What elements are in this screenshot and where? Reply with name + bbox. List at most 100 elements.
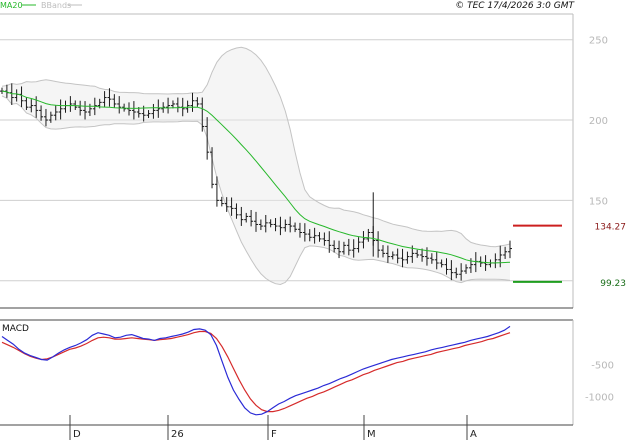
ohlc-bar bbox=[405, 251, 410, 264]
ohlc-bar bbox=[273, 218, 278, 232]
ohlc-bar bbox=[283, 219, 288, 232]
ohlc-bar bbox=[508, 240, 512, 259]
ohlc-bar bbox=[444, 258, 449, 275]
ohlc-bar bbox=[249, 210, 254, 227]
ohlc-bar bbox=[361, 231, 366, 249]
ohlc-bar bbox=[39, 105, 44, 121]
ohlc-bar bbox=[107, 88, 112, 107]
price-levels: 134.27 99.23 bbox=[513, 223, 626, 289]
ohlc-bar bbox=[83, 101, 88, 120]
ohlc-bar bbox=[322, 232, 327, 246]
ohlc-bar bbox=[439, 259, 444, 268]
ohlc-bar bbox=[390, 251, 395, 260]
ohlc-bar bbox=[288, 216, 293, 233]
ohlc-bar bbox=[346, 238, 351, 256]
ohlc-bar bbox=[127, 102, 131, 116]
x-tick-label: M bbox=[367, 429, 376, 440]
ohlc-bar bbox=[464, 264, 469, 274]
ohlc-bar bbox=[244, 212, 249, 223]
ohlc-bar bbox=[102, 91, 107, 108]
ohlc-bar bbox=[200, 97, 205, 132]
ohlc-bar bbox=[449, 260, 454, 281]
signal-line bbox=[1, 330, 511, 413]
ohlc-bar bbox=[503, 246, 508, 259]
ohlc-bar bbox=[58, 99, 63, 120]
ohlc-bar bbox=[381, 245, 385, 258]
ohlc-bar bbox=[48, 111, 53, 123]
ohlc-bar bbox=[239, 206, 244, 226]
price-ohlc-bars bbox=[0, 83, 512, 281]
legend: MA20 BBands bbox=[0, 1, 82, 10]
ohlc-bar bbox=[78, 100, 83, 116]
x-tick-label: F bbox=[271, 429, 277, 440]
ohlc-bar bbox=[136, 107, 141, 118]
ohlc-bar bbox=[205, 117, 210, 160]
ohlc-bar bbox=[420, 248, 425, 262]
ohlc-bar bbox=[190, 92, 195, 112]
price-tick-label: 250 bbox=[589, 36, 608, 47]
macd-line bbox=[1, 325, 511, 416]
x-tick-label: D bbox=[73, 429, 81, 440]
ohlc-bar bbox=[268, 219, 273, 228]
ohlc-bar bbox=[185, 100, 190, 113]
x-tick-label: A bbox=[470, 429, 477, 440]
price-tick-label: 200 bbox=[589, 116, 608, 127]
ohlc-bar bbox=[170, 100, 175, 109]
ohlc-bar bbox=[224, 197, 229, 212]
ohlc-bar bbox=[327, 231, 332, 253]
bollinger-lower-line bbox=[1, 95, 511, 286]
ohlc-bar bbox=[385, 245, 390, 263]
ohlc-bar bbox=[317, 232, 322, 242]
ohlc-bar bbox=[332, 240, 337, 253]
ohlc-bar bbox=[151, 103, 156, 119]
ohlc-bar bbox=[195, 97, 200, 107]
ohlc-bar bbox=[254, 211, 258, 232]
ohlc-bar bbox=[454, 267, 459, 279]
macd-tick-label: -500 bbox=[591, 361, 614, 372]
support-label: 99.23 bbox=[600, 279, 626, 289]
bollinger-band-fill bbox=[2, 47, 510, 285]
ohlc-bar bbox=[312, 227, 317, 244]
ohlc-bar bbox=[166, 97, 171, 114]
price-tick-label: 150 bbox=[589, 196, 608, 207]
ohlc-bar bbox=[258, 219, 263, 231]
macd-panel-label: MACD bbox=[2, 324, 29, 334]
macd-y-axis: -500 -1000 bbox=[585, 361, 614, 404]
ohlc-bar bbox=[293, 222, 298, 233]
ohlc-bar bbox=[131, 101, 136, 120]
copyright-text: © TEC 17/4/2026 3:0 GMT bbox=[455, 1, 575, 11]
ohlc-bar bbox=[483, 255, 488, 271]
ohlc-bar bbox=[112, 94, 117, 108]
ohlc-bar bbox=[24, 97, 29, 111]
ohlc-bar bbox=[351, 239, 356, 258]
ohlc-bar bbox=[29, 99, 34, 113]
ohlc-bar bbox=[263, 214, 268, 233]
ohlc-bar bbox=[297, 222, 302, 238]
ma20-line bbox=[1, 90, 511, 264]
ohlc-bar bbox=[395, 248, 400, 264]
ohlc-bar bbox=[146, 110, 151, 119]
ohlc-bar bbox=[415, 249, 420, 258]
ohlc-bar bbox=[302, 223, 307, 242]
macd-tick-label: -1000 bbox=[585, 392, 614, 403]
ohlc-bar bbox=[234, 203, 239, 219]
ohlc-bar bbox=[356, 237, 361, 253]
ohlc-bar bbox=[210, 147, 215, 189]
legend-bbands: BBands bbox=[41, 1, 71, 10]
ohlc-bar bbox=[53, 105, 58, 121]
ohlc-bar bbox=[376, 231, 381, 258]
ohlc-bar bbox=[219, 196, 224, 207]
ohlc-bar bbox=[366, 228, 371, 242]
ohlc-bar bbox=[278, 216, 283, 236]
ohlc-bar bbox=[337, 240, 342, 259]
ohlc-bar bbox=[117, 96, 122, 114]
ohlc-bar bbox=[429, 253, 434, 264]
legend-ma20: MA20 bbox=[0, 1, 23, 10]
bollinger-upper-line bbox=[1, 46, 511, 248]
price-y-axis: 150 200 250 bbox=[589, 36, 608, 208]
time-x-axis: D 26 F M A bbox=[69, 415, 477, 440]
ohlc-bar bbox=[498, 245, 503, 268]
ohlc-bar bbox=[434, 251, 439, 270]
ohlc-bar bbox=[156, 99, 161, 118]
